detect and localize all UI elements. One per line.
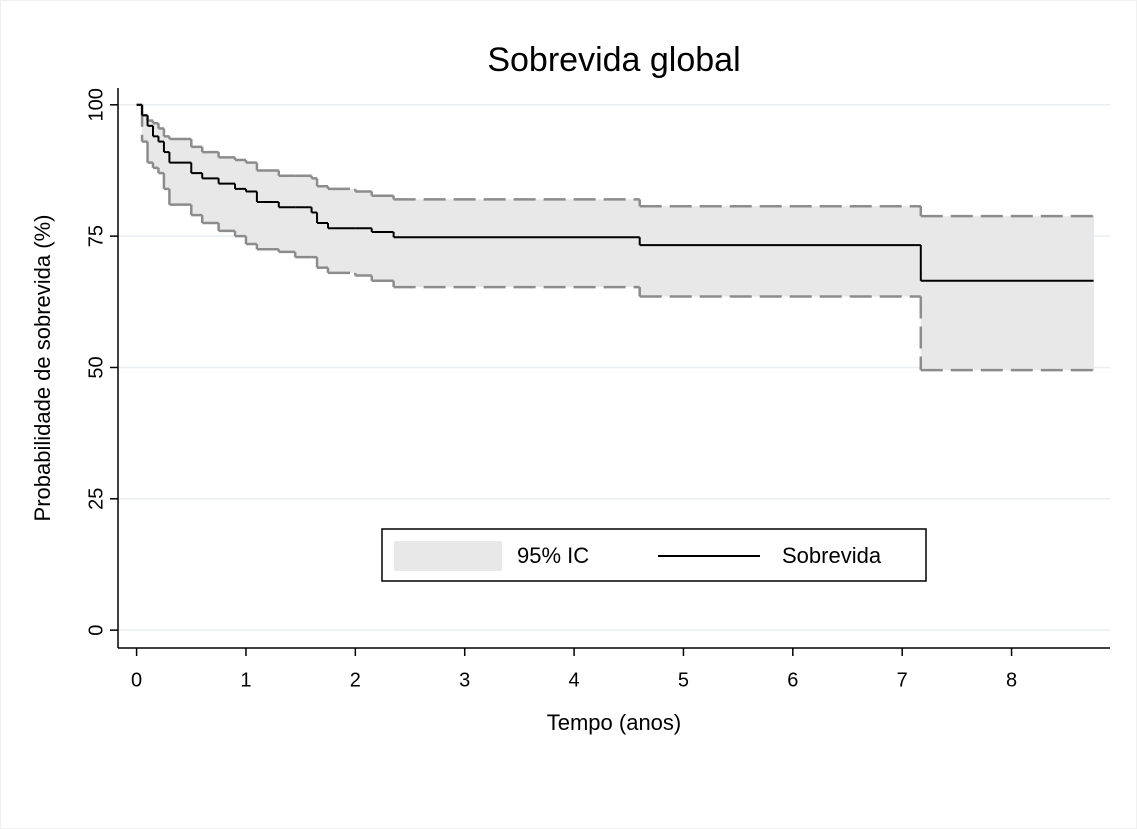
ci-band — [191, 146, 203, 216]
ci-band — [317, 186, 329, 268]
ci-band — [920, 216, 1095, 371]
y-axis-label: Probabilidade de sobrevida (%) — [30, 215, 55, 522]
legend-swatch — [394, 541, 502, 571]
x-tick-label: 1 — [240, 669, 251, 691]
x-tick-label: 2 — [350, 669, 361, 691]
ci-band — [235, 159, 247, 237]
y-tick-label: 25 — [85, 488, 107, 510]
plot: 0 25 50 75 100 0 1 2 3 4 5 6 7 8 — [85, 88, 1110, 691]
ci-band — [163, 136, 170, 189]
y-tick-label: 100 — [85, 88, 107, 121]
y-tick-label: 50 — [85, 356, 107, 378]
x-tick-label: 8 — [1006, 669, 1017, 691]
ci-band — [295, 175, 313, 258]
ci-band — [158, 128, 165, 174]
ci-band — [152, 123, 159, 168]
legend-label: 95% IC — [517, 543, 589, 568]
ci-band — [327, 188, 356, 273]
x-tick-label: 5 — [678, 669, 689, 691]
x-tick-label: 3 — [459, 669, 470, 691]
ci-band — [393, 199, 641, 288]
x-tick-label: 0 — [131, 669, 142, 691]
ci-band — [202, 152, 220, 224]
y-tick-label: 0 — [85, 625, 107, 636]
ci-band — [371, 195, 395, 281]
ci-band — [278, 175, 296, 252]
ci-band — [256, 170, 280, 250]
legend: 95% IC Sobrevida — [381, 528, 927, 582]
ci-band — [169, 138, 192, 205]
ci-band — [142, 115, 149, 142]
chart-title: Sobrevida global — [487, 41, 740, 79]
x-axis-label: Tempo (anos) — [547, 710, 682, 735]
legend-label: Sobrevida — [782, 543, 882, 568]
x-tick-label: 4 — [569, 669, 580, 691]
y-tick-label: 75 — [85, 225, 107, 247]
ci-band — [245, 162, 258, 245]
ci-band — [147, 120, 154, 163]
ci-band — [218, 157, 236, 231]
ci-band — [311, 178, 318, 258]
ci-band — [355, 191, 373, 276]
x-tick-label: 7 — [897, 669, 908, 691]
x-tick-label: 6 — [787, 669, 798, 691]
ci-band — [639, 206, 922, 297]
legend-box — [381, 528, 927, 582]
